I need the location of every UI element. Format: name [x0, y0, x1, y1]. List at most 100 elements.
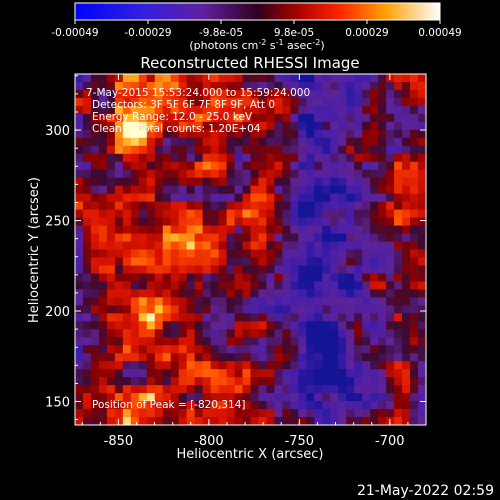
heatmap-cell: [362, 337, 371, 346]
heatmap-cell: [186, 409, 196, 418]
heatmap-cell: [290, 113, 299, 123]
heatmap-cell: [402, 169, 411, 179]
heatmap-cell: [306, 361, 315, 370]
heatmap-cell: [338, 265, 347, 275]
heatmap-cell: [130, 241, 140, 251]
heatmap-cell: [378, 305, 387, 314]
heatmap-cell: [322, 409, 331, 418]
heatmap-cell: [146, 289, 156, 298]
heatmap-cell: [290, 393, 299, 402]
heatmap-cell: [210, 209, 220, 219]
heatmap-cell: [378, 345, 387, 354]
heatmap-cell: [146, 257, 156, 267]
heatmap-cell: [154, 305, 164, 314]
heatmap-cell: [282, 137, 291, 147]
heatmap-cell: [314, 97, 323, 107]
heatmap-cell: [410, 105, 419, 115]
heatmap-cell: [122, 225, 132, 235]
heatmap-cell: [98, 177, 108, 187]
heatmap-cell: [226, 169, 236, 179]
heatmap-cell: [346, 385, 355, 394]
heatmap-cell: [194, 417, 204, 425]
heatmap-cell: [130, 337, 140, 346]
heatmap-cell: [330, 369, 339, 378]
heatmap-cell: [250, 281, 260, 290]
heatmap-cell: [154, 137, 164, 147]
heatmap-cell: [162, 313, 172, 322]
heatmap-cell: [226, 361, 236, 370]
heatmap-cell: [290, 225, 299, 235]
heatmap-cell: [114, 233, 124, 243]
heatmap-cell: [330, 401, 339, 410]
heatmap-cell: [242, 241, 252, 251]
heatmap-cell: [362, 385, 371, 394]
heatmap-cell: [394, 97, 403, 107]
heatmap-cell: [322, 161, 331, 171]
heatmap-cell: [106, 409, 116, 418]
heatmap-cell: [130, 257, 140, 267]
heatmap-cell: [250, 353, 260, 362]
heatmap-cell: [146, 281, 156, 290]
heatmap-cell: [186, 249, 196, 259]
heatmap-cell: [338, 233, 347, 243]
heatmap-cell: [330, 393, 339, 402]
heatmap-cell: [75, 313, 84, 322]
heatmap-cell: [266, 225, 276, 235]
heatmap-cell: [218, 97, 228, 107]
heatmap-cell: [162, 249, 172, 259]
heatmap-cell: [82, 105, 92, 115]
heatmap-cell: [386, 241, 395, 251]
heatmap-cell: [410, 177, 419, 187]
heatmap-cell: [226, 265, 236, 275]
heatmap-cell: [138, 145, 148, 155]
heatmap-cell: [154, 377, 164, 386]
heatmap-cell: [114, 337, 124, 346]
heatmap-cell: [122, 305, 132, 314]
heatmap-cell: [170, 217, 180, 227]
heatmap-cell: [130, 329, 140, 338]
heatmap-cell: [98, 329, 108, 338]
heatmap-cell: [170, 409, 180, 418]
heatmap-cell: [218, 89, 228, 99]
heatmap-cell: [122, 337, 132, 346]
heatmap-cell: [346, 129, 355, 139]
heatmap-cell: [298, 233, 307, 243]
heatmap-cell: [394, 225, 403, 235]
heatmap-cell: [266, 401, 276, 410]
heatmap-cell: [378, 185, 387, 195]
heatmap-cell: [210, 185, 220, 195]
heatmap-cell: [314, 417, 323, 425]
heatmap-cell: [266, 417, 276, 425]
heatmap-cell: [114, 201, 124, 211]
heatmap-cell: [402, 137, 411, 147]
heatmap-cell: [82, 257, 92, 267]
heatmap-cell: [410, 129, 419, 139]
heatmap-cell: [178, 257, 188, 267]
heatmap-cell: [242, 249, 252, 259]
heatmap-cell: [330, 377, 339, 386]
heatmap-cell: [354, 329, 363, 338]
heatmap-cell: [306, 209, 315, 219]
heatmap-cell: [266, 385, 276, 394]
heatmap-cell: [106, 417, 116, 425]
heatmap-cell: [378, 225, 387, 235]
heatmap-cell: [282, 129, 291, 139]
heatmap-cell: [290, 137, 299, 147]
heatmap-cell: [218, 337, 228, 346]
heatmap-cell: [194, 313, 204, 322]
heatmap-cell: [170, 113, 180, 123]
heatmap-cell: [82, 297, 92, 306]
heatmap-cell: [322, 74, 331, 83]
heatmap-cell: [378, 321, 387, 330]
heatmap-cell: [226, 113, 236, 123]
heatmap-cell: [202, 401, 212, 410]
heatmap-cell: [354, 97, 363, 107]
heatmap-cell: [170, 225, 180, 235]
heatmap-cell: [346, 105, 355, 115]
heatmap-cell: [194, 129, 204, 139]
heatmap-cell: [218, 105, 228, 115]
heatmap-cell: [242, 89, 252, 99]
heatmap-cell: [410, 281, 419, 290]
colorbar-tick-label: 0.00049: [418, 27, 461, 39]
